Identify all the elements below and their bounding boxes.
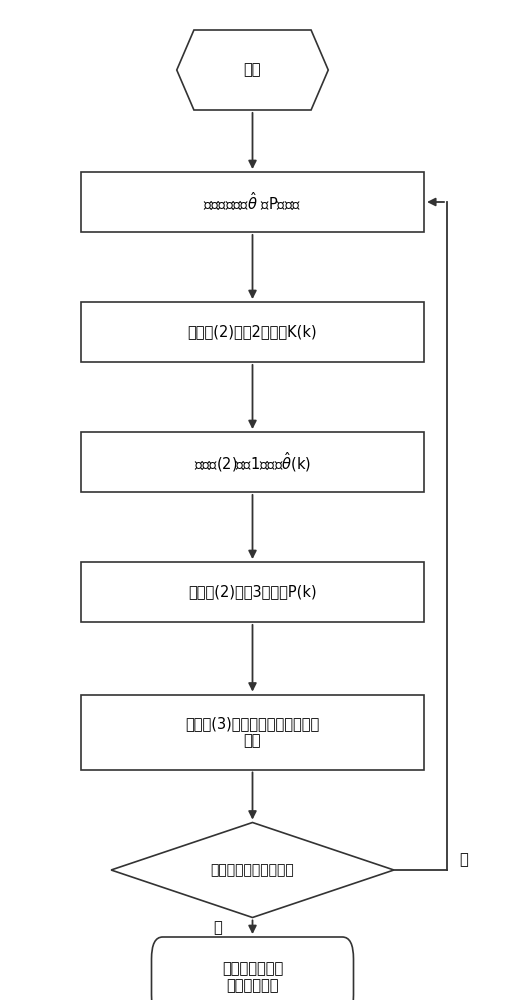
Polygon shape <box>177 30 328 110</box>
Bar <box>81 172 424 232</box>
Bar <box>81 562 424 622</box>
Text: 按照式(3)计算被辨识参数的相对
误差: 按照式(3)计算被辨识参数的相对 误差 <box>185 716 320 748</box>
Text: 按照式(2)的第3式计算P(k): 按照式(2)的第3式计算P(k) <box>188 584 317 599</box>
Text: 按照式(2)的第1式计算$\hat{\theta}$(k): 按照式(2)的第1式计算$\hat{\theta}$(k) <box>194 450 311 474</box>
Text: 是: 是 <box>213 920 222 935</box>
FancyBboxPatch shape <box>152 937 354 1000</box>
Text: 开始: 开始 <box>244 62 261 78</box>
Text: 给被辨识参数$\hat{\theta}$ 和P赋初值: 给被辨识参数$\hat{\theta}$ 和P赋初值 <box>204 191 301 213</box>
Bar <box>81 302 424 362</box>
Text: 输出辨识参数值
停止辨识算法: 输出辨识参数值 停止辨识算法 <box>222 961 283 993</box>
Text: 否: 否 <box>460 852 468 867</box>
Text: 按照式(2)的第2式计算K(k): 按照式(2)的第2式计算K(k) <box>188 324 317 340</box>
Polygon shape <box>111 822 394 918</box>
Bar <box>81 694 424 770</box>
Bar <box>81 432 424 492</box>
Text: 参数收敛是否满足要求: 参数收敛是否满足要求 <box>211 863 294 877</box>
